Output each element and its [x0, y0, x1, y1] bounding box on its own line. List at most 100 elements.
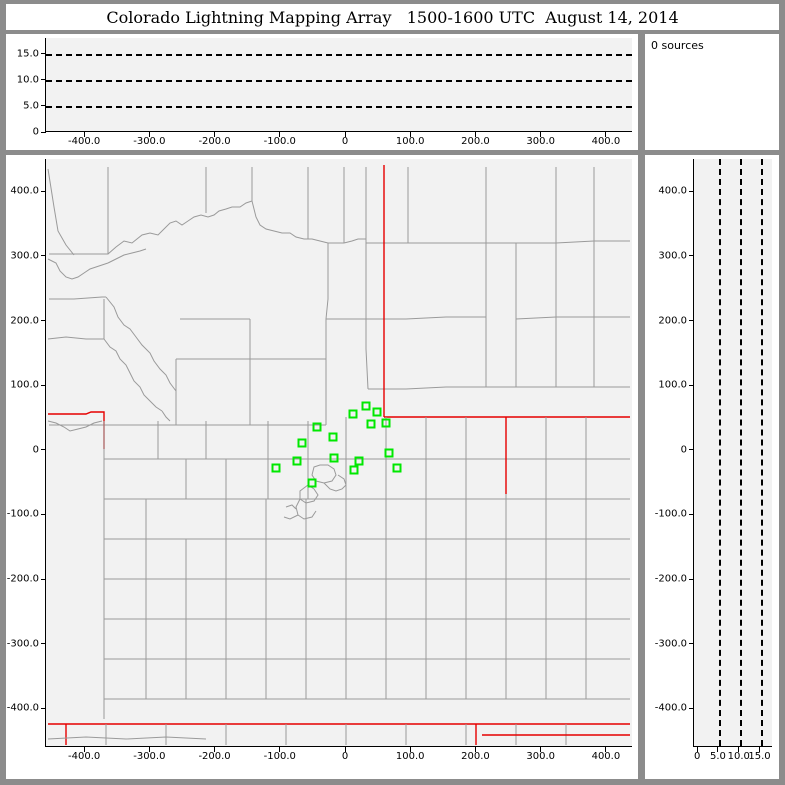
y-tick-mark — [41, 190, 46, 192]
y-tick-label: -100.0 — [654, 508, 687, 520]
denver-metro-counties-svg — [283, 464, 347, 520]
x-tick-mark — [148, 132, 150, 137]
time-height-panel[interactable]: 0 5.0 10.0 15.0 -400.0 -300.0 -200.0 -100.0 0 100… — [6, 34, 638, 150]
x-tick-label: 300.0 — [526, 751, 556, 762]
station-marker[interactable] — [328, 432, 338, 442]
x-tick-label: 100.0 — [395, 751, 425, 762]
x-tick-mark — [344, 132, 346, 137]
station-marker[interactable] — [384, 448, 394, 458]
y-tick-label: -300.0 — [654, 638, 687, 650]
source-count-label: 0 sources — [651, 39, 704, 52]
x-tick-mark — [83, 747, 85, 752]
x-tick-mark — [279, 132, 281, 137]
y-tick-label: 300.0 — [658, 250, 687, 262]
x-tick-mark — [214, 132, 216, 137]
plan-view-map-plot-area[interactable] — [45, 159, 632, 747]
x-tick-label: 0 — [693, 751, 701, 762]
station-marker[interactable] — [372, 407, 382, 417]
y-tick-label: 400.0 — [658, 185, 687, 197]
height-east-plot-area[interactable] — [693, 159, 772, 747]
y-tick-label: 200.0 — [10, 315, 39, 327]
y-tick-label: -200.0 — [6, 573, 39, 585]
station-marker[interactable] — [297, 438, 307, 448]
x-tick-label: 0 — [341, 751, 349, 762]
y-tick-mark — [41, 578, 46, 580]
x-tick-label: -300.0 — [133, 751, 166, 762]
y-tick-label: 5.0 — [23, 100, 39, 112]
y-tick-label: -400.0 — [654, 702, 687, 714]
x-tick-label: -400.0 — [68, 751, 101, 762]
station-marker[interactable] — [307, 478, 317, 488]
x-tick-label: -200.0 — [198, 136, 231, 147]
x-tick-mark — [540, 132, 542, 137]
y-tick-mark — [41, 131, 46, 133]
x-tick-mark — [148, 747, 150, 752]
x-tick-mark — [605, 132, 607, 137]
x-tick-label: -100.0 — [263, 136, 296, 147]
x-tick-label: -100.0 — [263, 751, 296, 762]
x-tick-mark — [83, 132, 85, 137]
x-tick-label: 400.0 — [591, 136, 621, 147]
y-tick-mark — [689, 707, 694, 709]
station-marker[interactable] — [271, 463, 281, 473]
plan-view-map-panel[interactable]: -400.0 -300.0 -200.0 -100.0 0 100.0 200.0 300.0… — [6, 155, 638, 779]
station-marker[interactable] — [329, 453, 339, 463]
station-marker[interactable] — [349, 465, 359, 475]
window-title-bar: Colorado Lightning Mapping Array 1500-16… — [6, 4, 779, 30]
x-tick-mark — [214, 747, 216, 752]
gridline-y-0 — [46, 105, 632, 108]
y-tick-label: 0 — [680, 444, 687, 456]
y-tick-mark — [41, 513, 46, 515]
x-tick-mark — [540, 747, 542, 752]
y-tick-mark — [41, 707, 46, 709]
y-tick-label: -100.0 — [6, 508, 39, 520]
x-tick-label: 100.0 — [395, 136, 425, 147]
x-tick-mark — [696, 747, 698, 752]
x-tick-mark — [474, 132, 476, 137]
y-tick-mark — [689, 384, 694, 386]
station-marker[interactable] — [361, 401, 371, 411]
y-tick-label: -300.0 — [6, 638, 39, 650]
x-tick-label: 0 — [341, 136, 349, 147]
station-marker[interactable] — [312, 422, 322, 432]
station-marker[interactable] — [292, 456, 302, 466]
y-tick-mark — [689, 578, 694, 580]
x-tick-mark — [474, 747, 476, 752]
station-marker[interactable] — [366, 419, 376, 429]
y-tick-mark — [689, 255, 694, 257]
y-tick-mark — [689, 449, 694, 451]
x-tick-label: 5.0 — [709, 751, 726, 762]
y-tick-mark — [41, 105, 46, 107]
y-tick-mark — [41, 255, 46, 257]
x-tick-mark — [605, 747, 607, 752]
y-tick-mark — [41, 643, 46, 645]
x-tick-mark — [409, 132, 411, 137]
y-tick-label: 400.0 — [10, 185, 39, 197]
y-tick-mark — [689, 190, 694, 192]
gridline-x-0 — [718, 159, 721, 746]
station-marker[interactable] — [381, 418, 391, 428]
y-tick-mark — [41, 53, 46, 55]
x-tick-label: -400.0 — [68, 136, 101, 147]
y-tick-label: 300.0 — [10, 250, 39, 262]
y-tick-mark — [41, 320, 46, 322]
station-marker[interactable] — [348, 409, 358, 419]
y-tick-label: 0 — [32, 126, 39, 138]
time-height-plot-area[interactable] — [45, 38, 632, 132]
x-tick-label: 200.0 — [461, 751, 490, 762]
gridline-x-2 — [760, 159, 763, 746]
x-tick-mark — [344, 747, 346, 752]
y-tick-label: -200.0 — [654, 573, 687, 585]
x-tick-label: 15.0 — [748, 751, 771, 762]
y-tick-mark — [41, 79, 46, 81]
gridline-x-1 — [739, 159, 742, 746]
y-tick-mark — [41, 384, 46, 386]
y-tick-mark — [689, 320, 694, 322]
station-marker[interactable] — [392, 463, 402, 473]
station-marker[interactable] — [354, 456, 364, 466]
y-tick-label: 200.0 — [658, 315, 687, 327]
x-tick-mark — [409, 747, 411, 752]
x-tick-mark — [759, 747, 761, 752]
height-east-panel[interactable]: -400.0 -300.0 -200.0 -100.0 0 100.0 200.0 300.0… — [645, 155, 779, 779]
